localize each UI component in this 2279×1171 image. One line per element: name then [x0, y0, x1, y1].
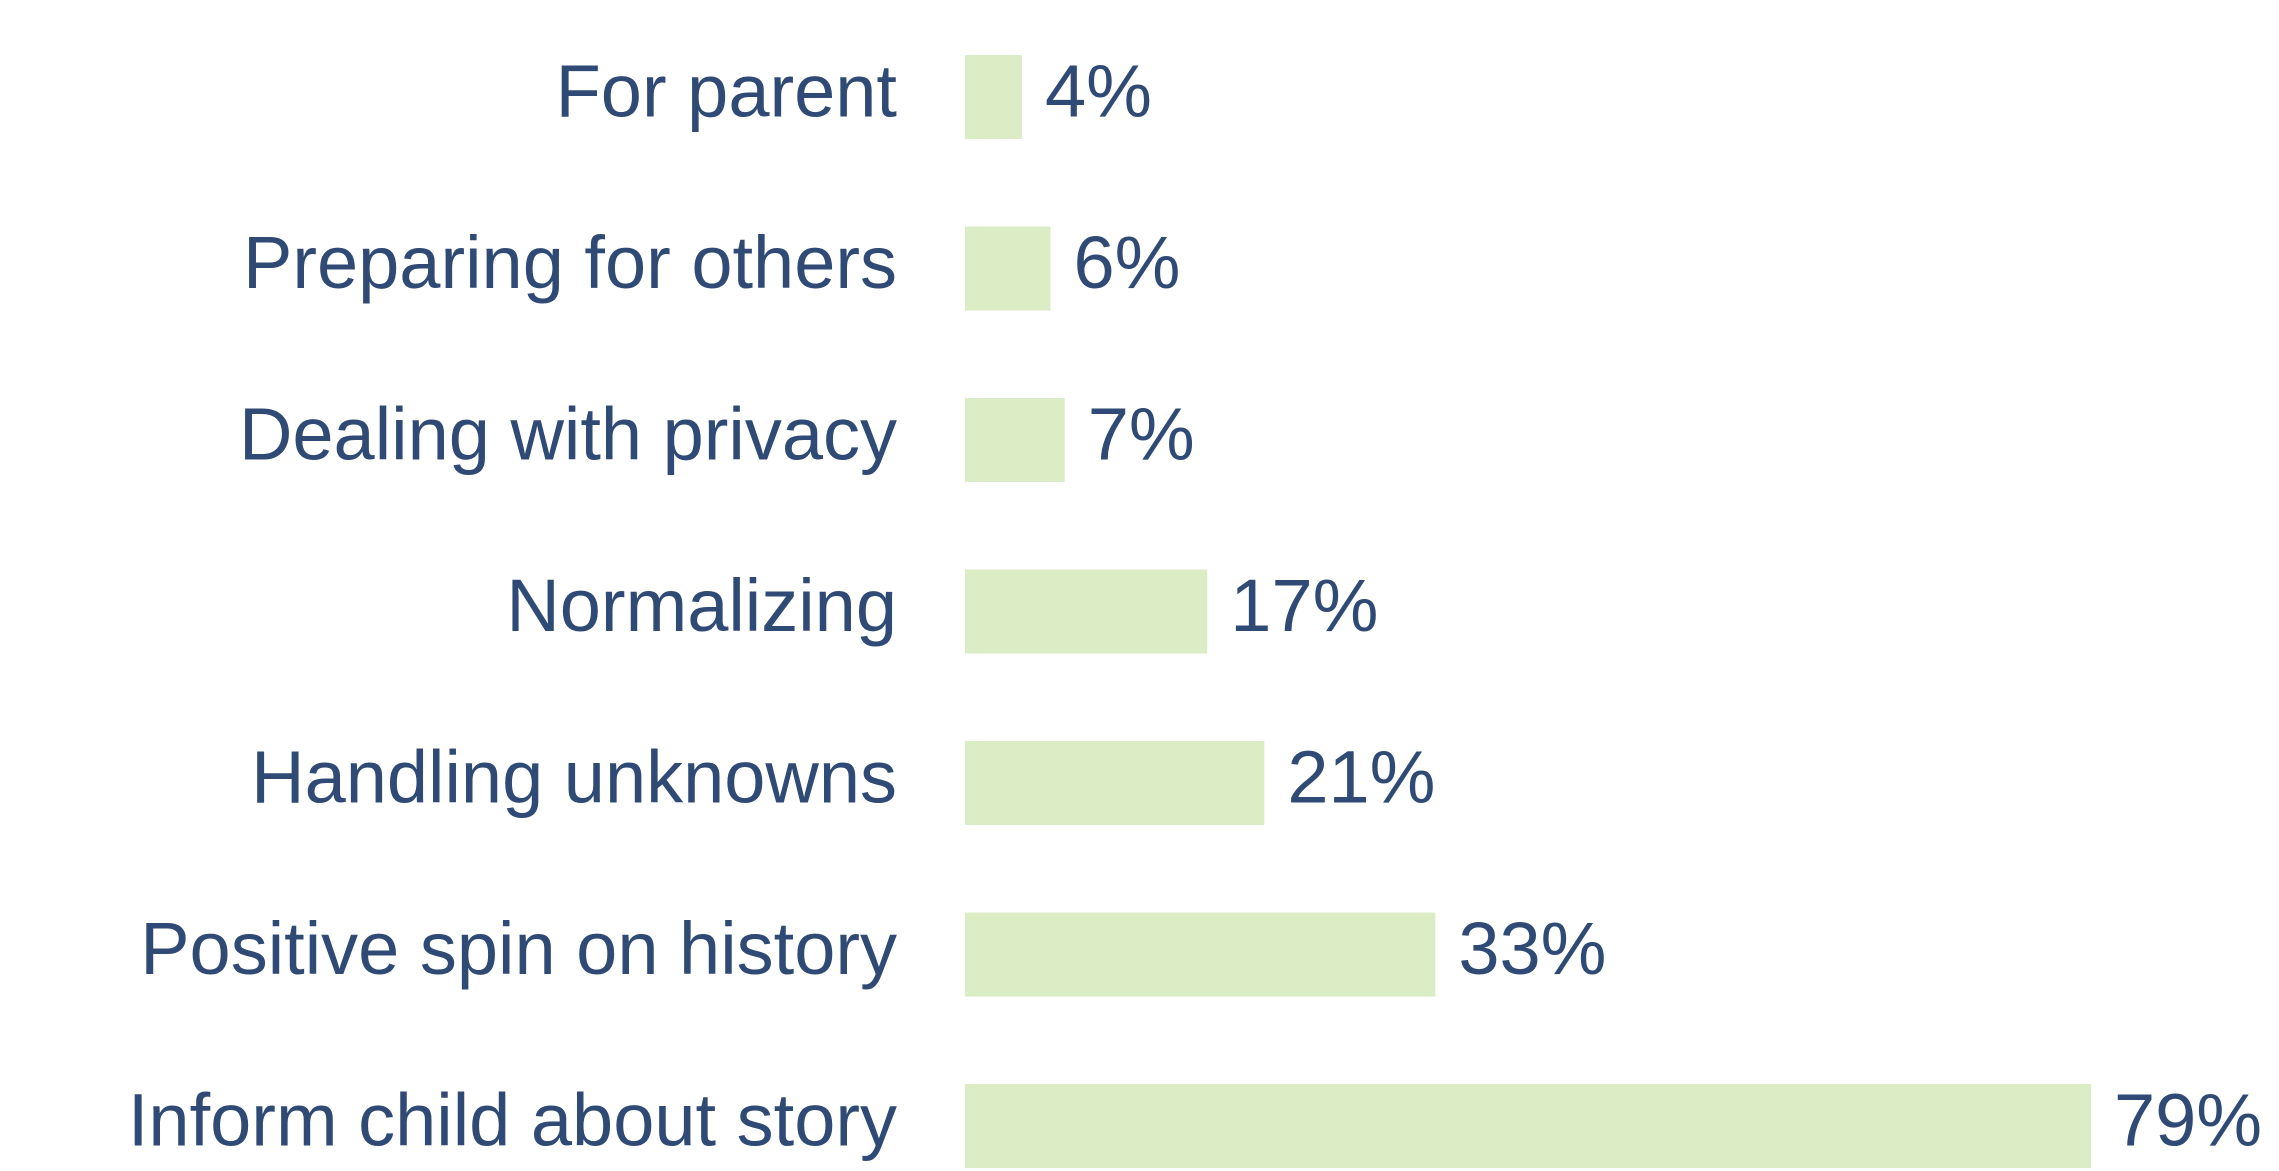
value-label: 7% — [1088, 393, 1195, 476]
category-label: Inform child about story — [128, 1079, 897, 1162]
value-label: 79% — [2114, 1079, 2262, 1162]
bar — [965, 912, 1436, 997]
bar — [965, 741, 1265, 825]
category-label: Positive spin on history — [140, 907, 897, 990]
category-label: Normalizing — [506, 564, 897, 647]
value-label: 21% — [1287, 736, 1435, 819]
category-label: For parent — [556, 50, 898, 133]
value-label: 33% — [1458, 907, 1606, 990]
category-label: Handling unknowns — [251, 736, 897, 819]
value-label: 17% — [1230, 564, 1378, 647]
category-label: Preparing for others — [243, 221, 897, 304]
bar — [965, 569, 1208, 654]
value-label: 4% — [1045, 50, 1152, 133]
bar — [965, 55, 1023, 139]
bar — [965, 1084, 2091, 1168]
category-label: Dealing with privacy — [239, 393, 897, 476]
bar — [965, 398, 1065, 482]
value-label: 6% — [1074, 221, 1181, 304]
bar — [965, 226, 1051, 311]
